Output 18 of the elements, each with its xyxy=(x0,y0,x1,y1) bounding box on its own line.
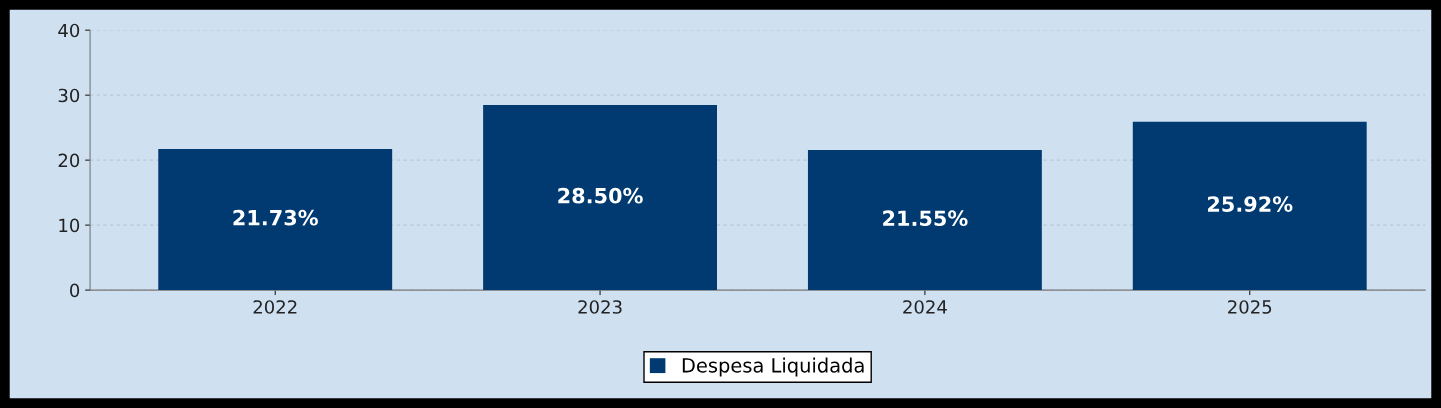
bar xyxy=(158,148,393,291)
bar xyxy=(483,104,717,291)
data-label: 21.73% xyxy=(233,209,318,226)
y-tick-label: 10 xyxy=(59,218,80,233)
bar xyxy=(1132,121,1367,291)
data-label: 21.55% xyxy=(883,210,968,227)
data-label: 28.50% xyxy=(558,187,643,204)
x-tick-label: 2024 xyxy=(903,300,947,314)
x-tick-label: 2022 xyxy=(253,300,297,314)
y-tick-label: 20 xyxy=(58,153,80,168)
y-tick-label: 0 xyxy=(70,283,80,298)
legend-label: Despesa Liquidada xyxy=(682,357,864,377)
x-tick-label: 2025 xyxy=(1228,300,1272,314)
y-tick-label: 40 xyxy=(58,23,80,38)
bar xyxy=(807,150,1042,291)
data-label: 25.92% xyxy=(1208,196,1293,212)
x-tick-label: 2023 xyxy=(578,300,622,314)
y-tick-label: 30 xyxy=(58,88,80,103)
